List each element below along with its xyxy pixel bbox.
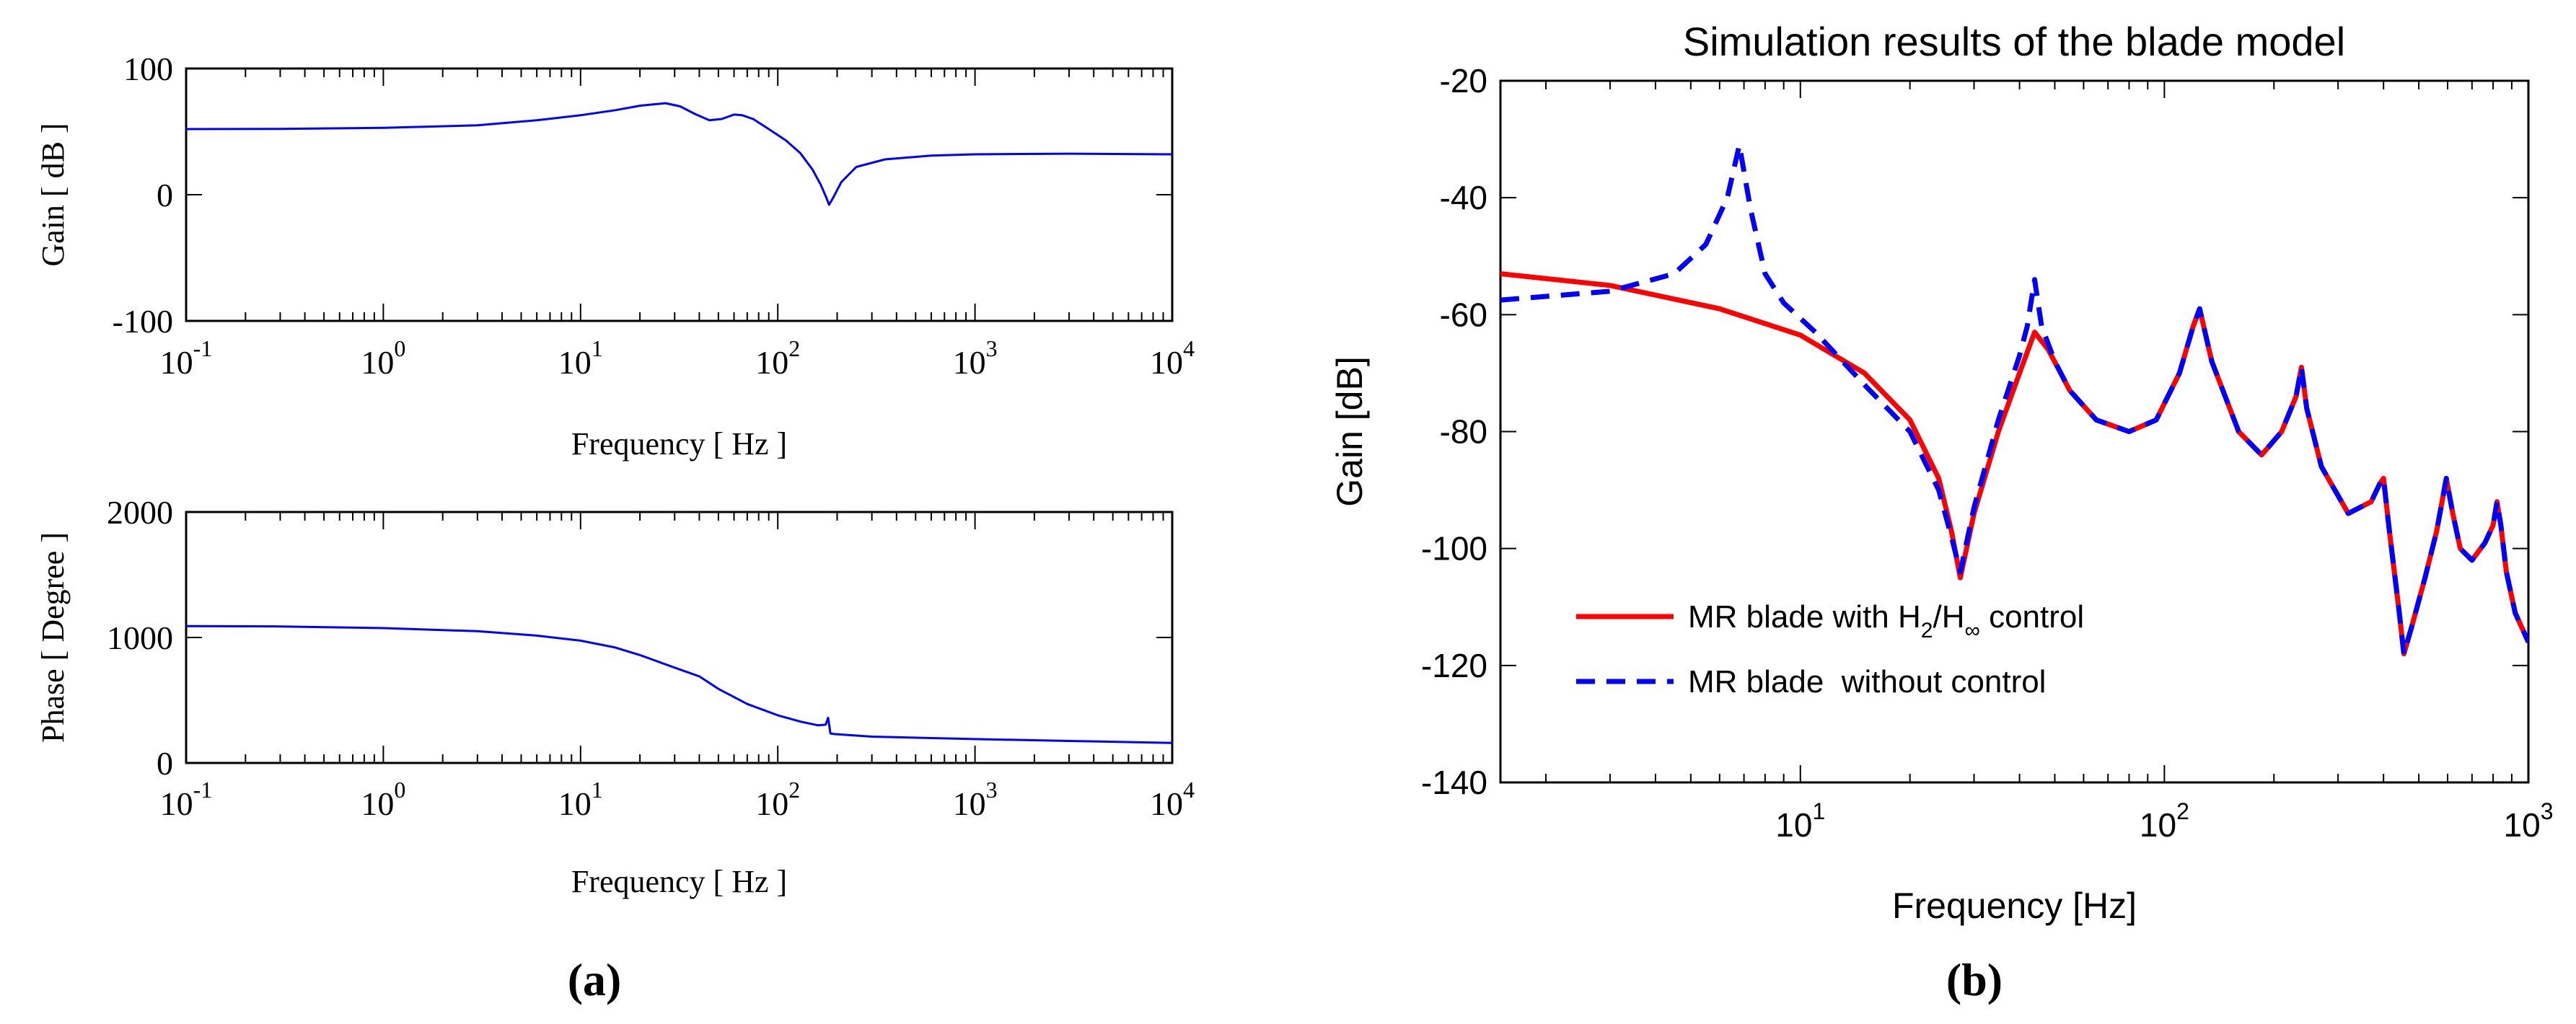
caption-b: (b)	[1946, 954, 2003, 1005]
p1-x-tick-label: 100	[361, 777, 405, 822]
p1-x-tick-label: 10-1	[160, 777, 213, 822]
p2-y-tick-label: -20	[1440, 62, 1487, 100]
caption-a: (a)	[568, 954, 622, 1005]
p0-x-tick-label: 104	[1150, 335, 1195, 381]
gain-plot-panel-b: 101 102 103 -140 -120 -100 -80 -60 -40 -20 Frequen…	[1329, 62, 2553, 926]
p2-y-tick-label: -80	[1440, 413, 1487, 451]
phase-plot-panel-a: 10-1 100 101 102 103 104 0 1000 2000 Frequency [ …	[35, 494, 1195, 899]
p2-y-tick-label: -60	[1440, 296, 1487, 333]
p0-x-tick-label: 100	[361, 335, 405, 381]
p2-x-tick-label: 101	[1775, 798, 1825, 844]
legend-label-controlled: MR blade with H2/H∞ control	[1688, 599, 2084, 643]
p2-y-tick-label: -40	[1440, 179, 1487, 216]
p1-x-tick-label: 103	[953, 777, 998, 822]
p2-x-tick-label: 102	[2140, 798, 2189, 844]
p2-y-axis-label: Gain [dB]	[1329, 356, 1370, 506]
chart-title-b: Simulation results of the blade model	[1683, 19, 2345, 64]
p0-x-tick-label: 10-1	[160, 335, 213, 381]
p2-y-tick-label: -140	[1421, 764, 1487, 801]
legend: MR blade with H2/H∞ control MR blade wit…	[1576, 599, 2084, 699]
p0-x-tick-label: 101	[558, 335, 603, 381]
legend-label-uncontrolled: MR blade without control	[1688, 664, 2046, 699]
p0-series-line-0	[186, 102, 1172, 206]
p0-y-tick-label: 0	[157, 177, 173, 213]
p2-series-line-0	[1500, 271, 2528, 657]
p1-y-axis-label: Phase [ Degree ]	[35, 532, 71, 743]
p0-x-axis-label: Frequency [ Hz ]	[571, 426, 787, 462]
p1-series-line-0	[186, 624, 1172, 744]
p0-y-tick-label: -100	[113, 303, 173, 340]
gain-plot-panel-a: 10-1 100 101 102 103 104 -100 0 100 Frequency [ H…	[35, 50, 1195, 462]
p2-x-axis-label: Frequency [Hz]	[1892, 886, 2137, 926]
p0-x-tick-label: 103	[953, 335, 998, 381]
p2-y-tick-label: -100	[1421, 530, 1487, 568]
p1-x-tick-label: 104	[1150, 777, 1195, 822]
p0-y-tick-label: 100	[123, 50, 173, 87]
p1-y-tick-label: 0	[157, 745, 173, 782]
p1-x-tick-label: 102	[755, 777, 800, 822]
p0-y-axis-label: Gain [ dB ]	[35, 123, 71, 266]
p2-series-line-1	[1500, 142, 2528, 657]
p1-y-tick-label: 1000	[107, 619, 173, 656]
p2-y-tick-label: -120	[1421, 647, 1487, 684]
p0-x-tick-label: 102	[755, 335, 800, 381]
p2-x-tick-label: 103	[2504, 798, 2554, 844]
p1-y-tick-label: 2000	[107, 494, 173, 531]
p1-x-axis-label: Frequency [ Hz ]	[571, 864, 787, 899]
p1-axes-box	[185, 511, 1174, 764]
p1-x-tick-label: 101	[558, 777, 603, 822]
